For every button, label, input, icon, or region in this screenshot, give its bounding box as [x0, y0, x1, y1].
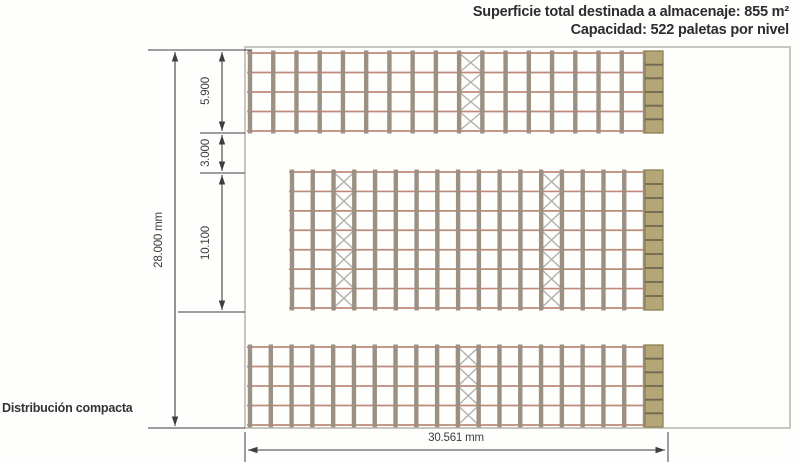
rack-block-middle	[289, 169, 664, 311]
rack-post	[271, 50, 276, 134]
rack-post	[456, 50, 462, 134]
rack-post	[410, 50, 415, 134]
rack-post	[476, 344, 481, 428]
rack-post	[363, 50, 369, 134]
title-line-capacity: Capacidad: 522 paletas por nivel	[570, 22, 790, 38]
rack-block-top	[247, 50, 664, 134]
rack-post	[503, 50, 508, 134]
rack-post	[268, 344, 273, 428]
rack-post	[289, 344, 294, 428]
rack-post	[538, 169, 544, 311]
rack-post	[247, 344, 253, 428]
rack-post	[414, 344, 419, 428]
rack-post	[393, 344, 398, 428]
dim-label-total-width: 28.000 mm	[153, 212, 165, 268]
rack-post	[372, 344, 377, 428]
rack-post	[549, 50, 555, 134]
rack-post	[352, 169, 357, 311]
rack-block-bottom	[247, 344, 664, 428]
rack-post	[476, 169, 482, 311]
dim-label-middle-rack-depth: 10.100	[200, 226, 212, 260]
rack-post	[480, 50, 485, 134]
rack-post	[601, 169, 606, 311]
rack-post	[518, 344, 523, 428]
title-line-surface: Superficie total destinada a almacenaje:…	[472, 4, 789, 20]
rack-post	[601, 344, 606, 428]
rack-post	[526, 50, 532, 134]
rack-post	[330, 344, 336, 428]
rack-post	[247, 50, 253, 134]
dimension-arrows	[171, 52, 665, 454]
rack-post	[455, 344, 461, 428]
plan-title: Superficie total destinada a almacenaje:…	[473, 3, 789, 39]
dim-label-total-length: 30.561 mm	[428, 432, 484, 444]
rack-post	[538, 344, 544, 428]
rack-post	[559, 169, 565, 311]
building-outline	[244, 46, 791, 429]
rack-post	[622, 169, 627, 311]
caption-distribution-type: Distribución compacta	[2, 401, 133, 415]
dimension-ticks	[148, 49, 669, 462]
rack-post	[559, 344, 565, 428]
rack-post	[580, 169, 585, 311]
rack-post	[331, 169, 336, 311]
rack-post	[580, 344, 585, 428]
rack-post	[433, 50, 439, 134]
rack-post	[573, 50, 578, 134]
rack-post	[393, 169, 399, 311]
rack-post	[497, 169, 502, 311]
rack-post	[497, 344, 502, 428]
rack-post	[289, 169, 295, 311]
rack-post	[310, 344, 315, 428]
rack-post	[372, 169, 378, 311]
rack-post	[455, 169, 461, 311]
end-cap-ladder	[644, 169, 664, 311]
rack-post	[310, 169, 315, 311]
rack-post	[435, 169, 440, 311]
rack-post	[414, 169, 419, 311]
rack-post	[294, 50, 299, 134]
rack-post	[351, 344, 357, 428]
end-cap-ladder	[644, 344, 664, 428]
rack-post	[518, 169, 523, 311]
rack-post	[340, 50, 346, 134]
dim-label-top-rack-depth: 5.900	[200, 77, 212, 105]
end-cap-ladder	[644, 50, 664, 134]
rack-post	[622, 344, 627, 428]
rack-post	[596, 50, 601, 134]
rack-post	[317, 50, 322, 134]
dim-label-aisle-gap: 3.000	[200, 139, 212, 167]
rack-post	[387, 50, 392, 134]
rack-post	[434, 344, 440, 428]
rack-post	[619, 50, 624, 134]
